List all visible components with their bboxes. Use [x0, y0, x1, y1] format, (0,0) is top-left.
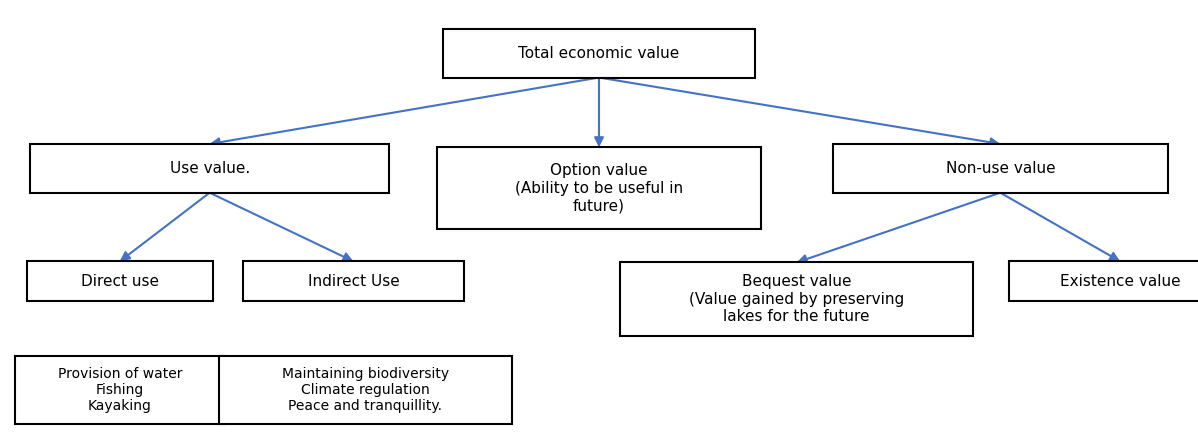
FancyBboxPatch shape — [28, 261, 213, 301]
FancyBboxPatch shape — [242, 261, 464, 301]
FancyBboxPatch shape — [443, 29, 755, 78]
FancyBboxPatch shape — [621, 262, 973, 336]
Text: Non-use value: Non-use value — [945, 161, 1055, 176]
FancyBboxPatch shape — [218, 355, 513, 424]
Text: Direct use: Direct use — [80, 274, 159, 289]
FancyBboxPatch shape — [1009, 261, 1198, 301]
Text: Total economic value: Total economic value — [519, 46, 679, 61]
Text: Use value.: Use value. — [170, 161, 249, 176]
Text: Indirect Use: Indirect Use — [308, 274, 399, 289]
FancyBboxPatch shape — [437, 148, 761, 229]
Text: Provision of water
Fishing
Kayaking: Provision of water Fishing Kayaking — [58, 367, 182, 413]
Text: Existence value: Existence value — [1060, 274, 1180, 289]
Text: Maintaining biodiversity
Climate regulation
Peace and tranquillity.: Maintaining biodiversity Climate regulat… — [282, 367, 449, 413]
Text: Bequest value
(Value gained by preserving
lakes for the future: Bequest value (Value gained by preservin… — [689, 274, 904, 324]
Text: Option value
(Ability to be useful in
future): Option value (Ability to be useful in fu… — [515, 163, 683, 213]
FancyBboxPatch shape — [833, 144, 1168, 193]
FancyBboxPatch shape — [16, 355, 225, 424]
FancyBboxPatch shape — [30, 144, 389, 193]
